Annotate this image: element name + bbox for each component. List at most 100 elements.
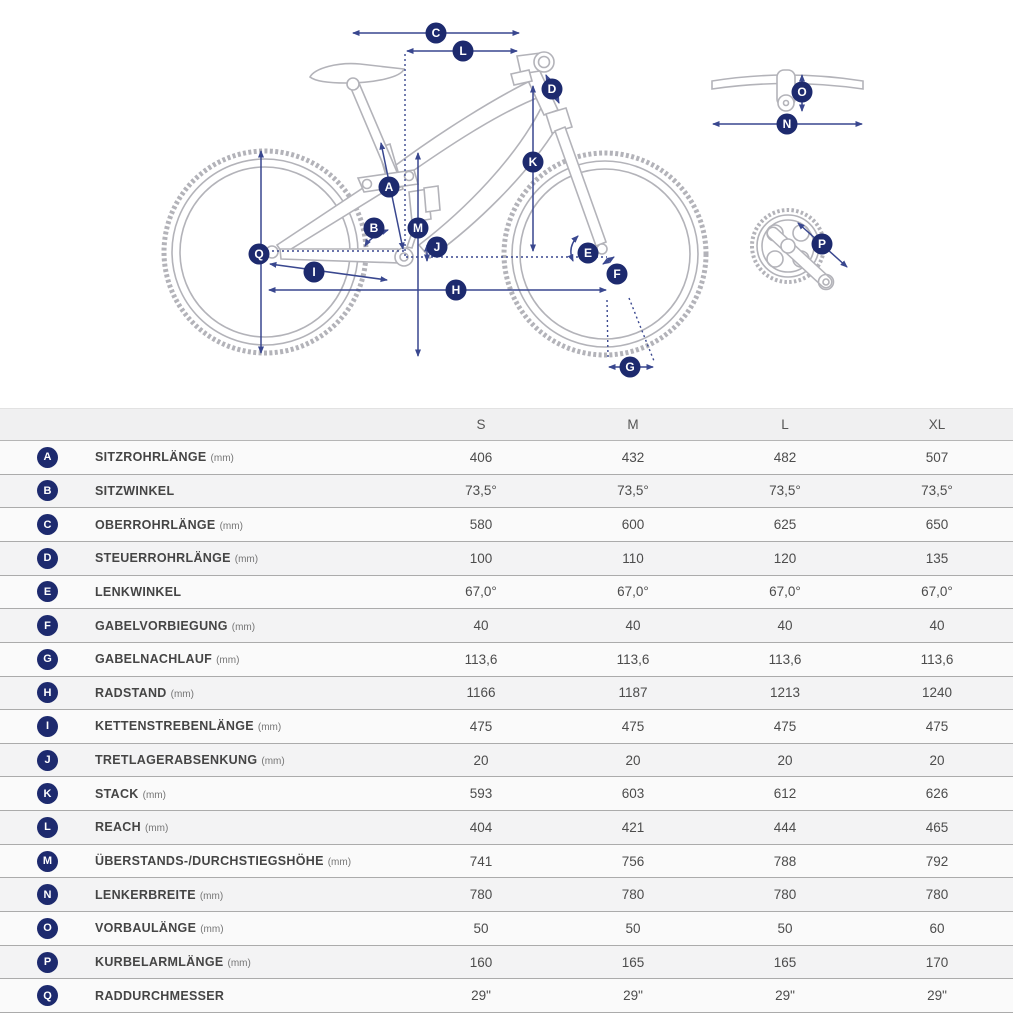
row-letter: G bbox=[43, 653, 52, 666]
size-header-s: S bbox=[476, 417, 486, 432]
row-letter-badge: O bbox=[37, 917, 58, 939]
value-l: 475 bbox=[773, 718, 797, 734]
row-label: SITZROHRLÄNGE bbox=[95, 450, 207, 465]
bike-geometry-diagram: A B C D E F G H I J K L M N O P Q bbox=[0, 0, 1013, 405]
svg-text:J: J bbox=[434, 240, 441, 254]
row-unit: (mm) bbox=[327, 857, 352, 869]
value-xl: 465 bbox=[925, 819, 949, 835]
dimension-badge-l: L bbox=[452, 40, 474, 62]
value-s: 1166 bbox=[466, 685, 496, 701]
row-letter: M bbox=[42, 855, 53, 868]
row-letter-badge: A bbox=[37, 446, 58, 468]
row-letter-badge: P bbox=[37, 951, 58, 973]
value-m: 50 bbox=[625, 920, 641, 936]
svg-text:C: C bbox=[432, 26, 441, 40]
row-letter-badge: H bbox=[37, 682, 58, 704]
value-m: 432 bbox=[621, 449, 645, 465]
svg-text:A: A bbox=[385, 180, 394, 194]
value-l: 780 bbox=[773, 887, 797, 903]
table-row: E LENKWINKEL 67,0° 67,0° 67,0° 67,0° bbox=[0, 575, 1013, 610]
value-l: 67,0° bbox=[769, 584, 801, 600]
value-s: 40 bbox=[473, 618, 489, 634]
row-label: TRETLAGERABSENKUNG bbox=[95, 753, 258, 768]
value-l: 482 bbox=[773, 449, 797, 465]
value-m: 73,5° bbox=[617, 483, 649, 499]
dimension-badge-g: G bbox=[619, 356, 641, 378]
row-letter: I bbox=[45, 720, 50, 733]
value-l: 444 bbox=[773, 819, 797, 835]
row-unit: (mm) bbox=[200, 924, 224, 936]
row-letter: C bbox=[43, 518, 52, 531]
table-row: F GABELVORBIEGUNG (mm) 40 40 40 40 bbox=[0, 609, 1013, 643]
row-label: LENKERBREITE bbox=[95, 887, 196, 902]
row-letter: B bbox=[43, 484, 52, 497]
svg-text:H: H bbox=[452, 283, 461, 297]
value-l: 612 bbox=[773, 786, 797, 802]
row-label: RADDURCHMESSER bbox=[95, 988, 225, 1003]
svg-text:K: K bbox=[529, 155, 538, 169]
dimension-badge-e: E bbox=[577, 242, 599, 264]
dimension-badge-h: H bbox=[445, 279, 467, 301]
value-m: 113,6 bbox=[616, 651, 650, 667]
row-letter: O bbox=[43, 922, 52, 935]
value-s: 475 bbox=[469, 718, 493, 734]
svg-text:G: G bbox=[625, 360, 634, 374]
value-l: 20 bbox=[777, 752, 793, 768]
value-s: 113,6 bbox=[464, 651, 498, 667]
row-letter-badge: I bbox=[37, 715, 58, 737]
value-s: 100 bbox=[469, 550, 493, 566]
value-m: 20 bbox=[625, 752, 641, 768]
value-xl: 650 bbox=[925, 517, 949, 533]
value-m: 67,0° bbox=[617, 584, 649, 600]
value-s: 741 bbox=[469, 853, 493, 869]
row-letter: D bbox=[43, 552, 52, 565]
value-m: 110 bbox=[622, 550, 644, 566]
table-row: N LENKERBREITE (mm) 780 780 780 780 bbox=[0, 878, 1013, 913]
value-l: 113,6 bbox=[768, 651, 802, 667]
table-header-row: S M L XL bbox=[0, 409, 1013, 441]
table-row: D STEUERROHRLÄNGE (mm) 100 110 120 135 bbox=[0, 541, 1013, 576]
value-l: 29" bbox=[775, 988, 795, 1004]
row-letter: A bbox=[43, 451, 52, 464]
row-unit: (mm) bbox=[219, 520, 243, 532]
row-letter: K bbox=[43, 787, 52, 800]
row-label: GABELVORBIEGUNG bbox=[95, 618, 228, 633]
dotted-vertical-axle bbox=[606, 299, 609, 358]
value-s: 29" bbox=[471, 988, 491, 1004]
value-xl: 792 bbox=[925, 853, 949, 869]
row-unit: (mm) bbox=[231, 621, 256, 633]
row-label: LENKWINKEL bbox=[95, 584, 182, 599]
table-row: G GABELNACHLAUF (mm) 113,6 113,6 113,6 11… bbox=[0, 642, 1013, 677]
svg-text:F: F bbox=[613, 267, 620, 281]
row-label: SITZWINKEL bbox=[95, 483, 175, 498]
table-row: H RADSTAND (mm) 1166 1187 1213 1240 bbox=[0, 676, 1013, 711]
row-letter: Q bbox=[43, 989, 52, 1002]
value-m: 756 bbox=[621, 853, 645, 869]
value-xl: 475 bbox=[925, 718, 949, 734]
row-unit: (mm) bbox=[142, 789, 166, 801]
svg-text:B: B bbox=[370, 221, 379, 235]
table-row: Q RADDURCHMESSER 29" 29" 29" 29" bbox=[0, 979, 1013, 1013]
svg-text:P: P bbox=[818, 237, 826, 251]
value-s: 406 bbox=[469, 449, 493, 465]
row-unit: (mm) bbox=[227, 958, 251, 970]
value-l: 120 bbox=[773, 550, 797, 566]
row-label: RADSTAND bbox=[95, 685, 167, 700]
value-xl: 113,6 bbox=[920, 651, 954, 667]
svg-text:E: E bbox=[584, 246, 592, 260]
value-s: 160 bbox=[469, 954, 493, 970]
value-l: 625 bbox=[773, 517, 797, 533]
bike-diagram-svg: A B C D E F G H I J K L M N O P Q bbox=[161, 22, 864, 378]
svg-text:M: M bbox=[413, 221, 423, 235]
row-unit: (mm) bbox=[257, 722, 282, 734]
dimension-badge-k: K bbox=[522, 151, 544, 173]
row-unit: (mm) bbox=[216, 655, 240, 667]
row-letter-badge: Q bbox=[37, 985, 58, 1007]
table-row: B SITZWINKEL 73,5° 73,5° 73,5° 73,5° bbox=[0, 474, 1013, 509]
row-unit: (mm) bbox=[144, 823, 169, 835]
table-body: A SITZROHRLÄNGE (mm) 406 432 482 507 B SI… bbox=[0, 441, 1013, 1013]
value-xl: 40 bbox=[929, 618, 945, 634]
table-row: M ÜBERSTANDS-/DURCHSTIEGSHÖHE (mm) 741 75… bbox=[0, 844, 1013, 879]
row-letter: N bbox=[43, 888, 52, 901]
